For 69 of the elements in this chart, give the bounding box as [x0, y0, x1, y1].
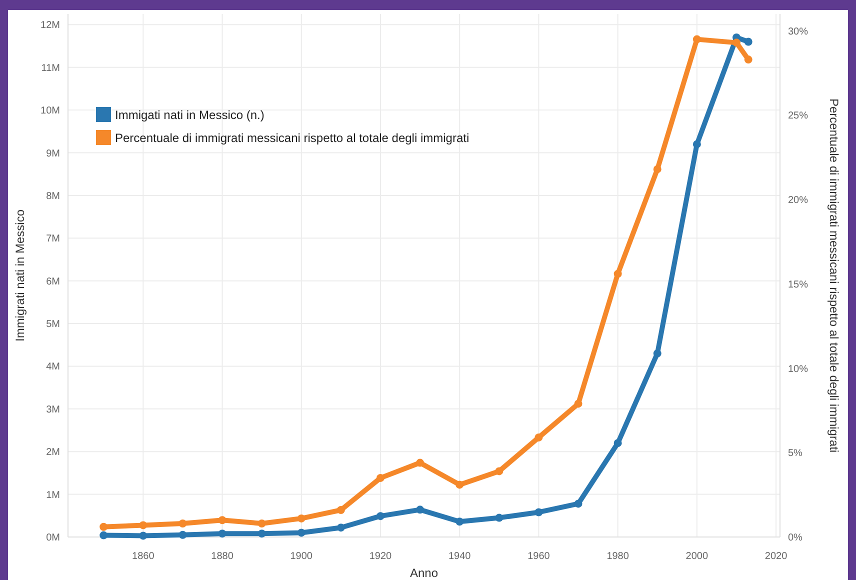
point: [614, 270, 622, 278]
point: [614, 439, 622, 448]
y2-tick-label: 10%: [788, 364, 808, 375]
y2-tick-label: 20%: [788, 195, 808, 206]
point: [574, 500, 582, 508]
point: [416, 506, 424, 514]
point: [744, 38, 752, 46]
y2-tick-label: 25%: [788, 110, 808, 122]
point: [744, 56, 752, 64]
y2-axis-title: Percentuale di immigrati messicani rispetto al totale degli immigrati: [827, 98, 841, 453]
y2-tick-label: 15%: [788, 279, 808, 290]
point: [692, 140, 701, 148]
point: [218, 530, 226, 538]
point: [653, 165, 662, 174]
y-tick-label: 10M: [40, 106, 60, 117]
y-tick-label: 6M: [46, 276, 60, 288]
point: [692, 35, 701, 44]
y-tick-label: 7M: [46, 234, 60, 245]
x-tick-label: 1900: [290, 551, 313, 562]
y-tick-label: 1M: [46, 490, 60, 501]
point: [139, 532, 148, 540]
point: [456, 480, 464, 489]
point: [495, 467, 504, 476]
y-axis-title: Immigrati nati in Messico: [13, 209, 27, 342]
point: [100, 531, 108, 540]
point: [416, 458, 424, 467]
point: [653, 349, 662, 358]
point: [336, 506, 345, 514]
point: [178, 520, 187, 528]
y-tick-label: 9M: [46, 148, 60, 160]
point: [495, 514, 504, 522]
point: [376, 474, 384, 482]
x-tick-label: 1920: [369, 551, 392, 562]
legend-label: Immigati nati in Messico (n.): [115, 108, 264, 122]
point: [297, 514, 306, 522]
y-tick-label: 0M: [46, 532, 60, 544]
point: [574, 400, 582, 408]
y2-tick-label: 5%: [788, 448, 803, 460]
point: [376, 512, 384, 520]
y-tick-label: 12M: [40, 20, 60, 32]
y-tick-label: 5M: [46, 319, 60, 330]
point: [100, 522, 108, 531]
point: [534, 433, 543, 442]
point: [258, 520, 266, 528]
point: [218, 516, 226, 524]
x-tick-label: 1880: [211, 551, 234, 562]
y2-tick-label: 30%: [788, 26, 808, 38]
x-tick-label: 1940: [448, 551, 472, 562]
x-tick-label: 1980: [606, 551, 630, 562]
point: [297, 528, 306, 537]
point: [178, 530, 187, 539]
x-tick-label: 2020: [764, 551, 788, 562]
point: [336, 524, 345, 532]
point: [258, 530, 266, 538]
point: [456, 518, 464, 526]
y2-tick-label: 0%: [788, 532, 803, 544]
y-tick-label: 3M: [46, 404, 60, 416]
x-axis-title: Anno: [410, 566, 438, 580]
y-tick-label: 11M: [41, 62, 60, 74]
point: [139, 521, 148, 530]
y-tick-label: 4M: [46, 362, 60, 373]
x-tick-label: 1860: [132, 551, 155, 562]
y-tick-label: 8M: [46, 190, 60, 202]
point: [534, 508, 543, 516]
x-tick-label: 1960: [528, 551, 550, 562]
point: [732, 38, 740, 47]
x-tick-label: 2000: [686, 551, 708, 562]
y-tick-label: 2M: [46, 447, 60, 458]
legend-label: Percentuale di immigrati messicani rispetto al totale degli immigrati: [115, 131, 470, 146]
